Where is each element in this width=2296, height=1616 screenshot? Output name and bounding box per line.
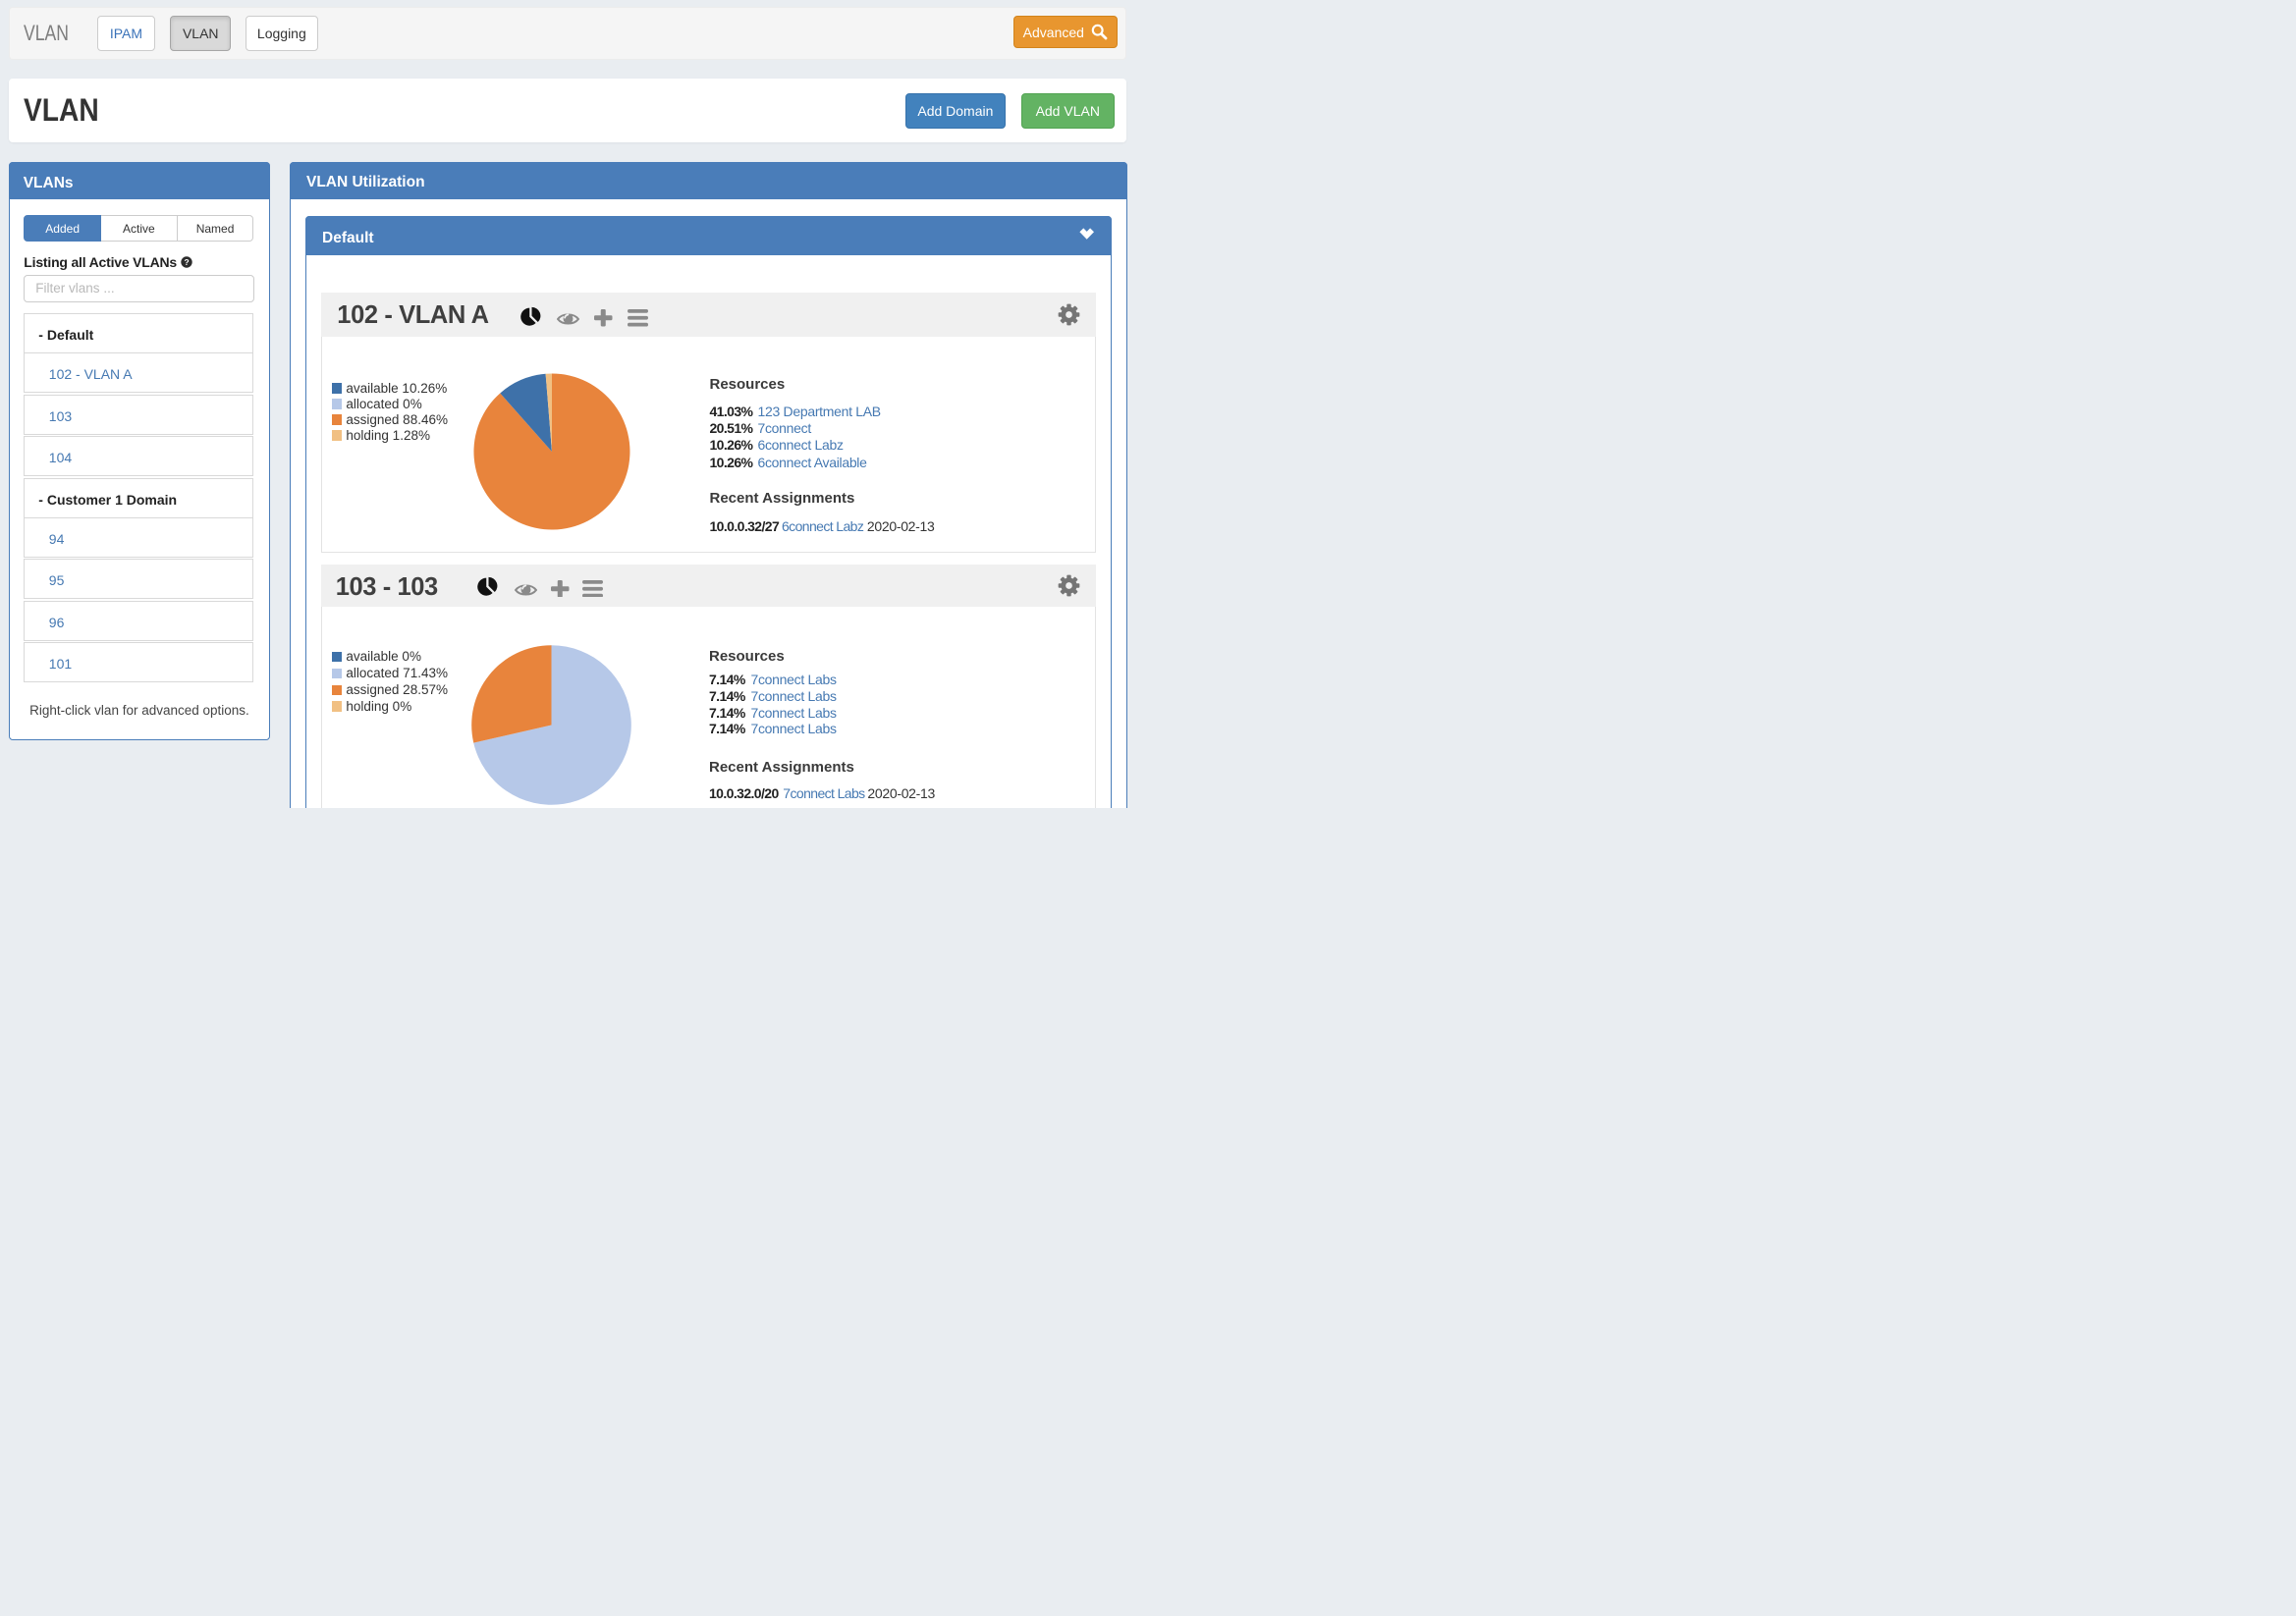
svg-text:?: ? <box>184 257 189 267</box>
